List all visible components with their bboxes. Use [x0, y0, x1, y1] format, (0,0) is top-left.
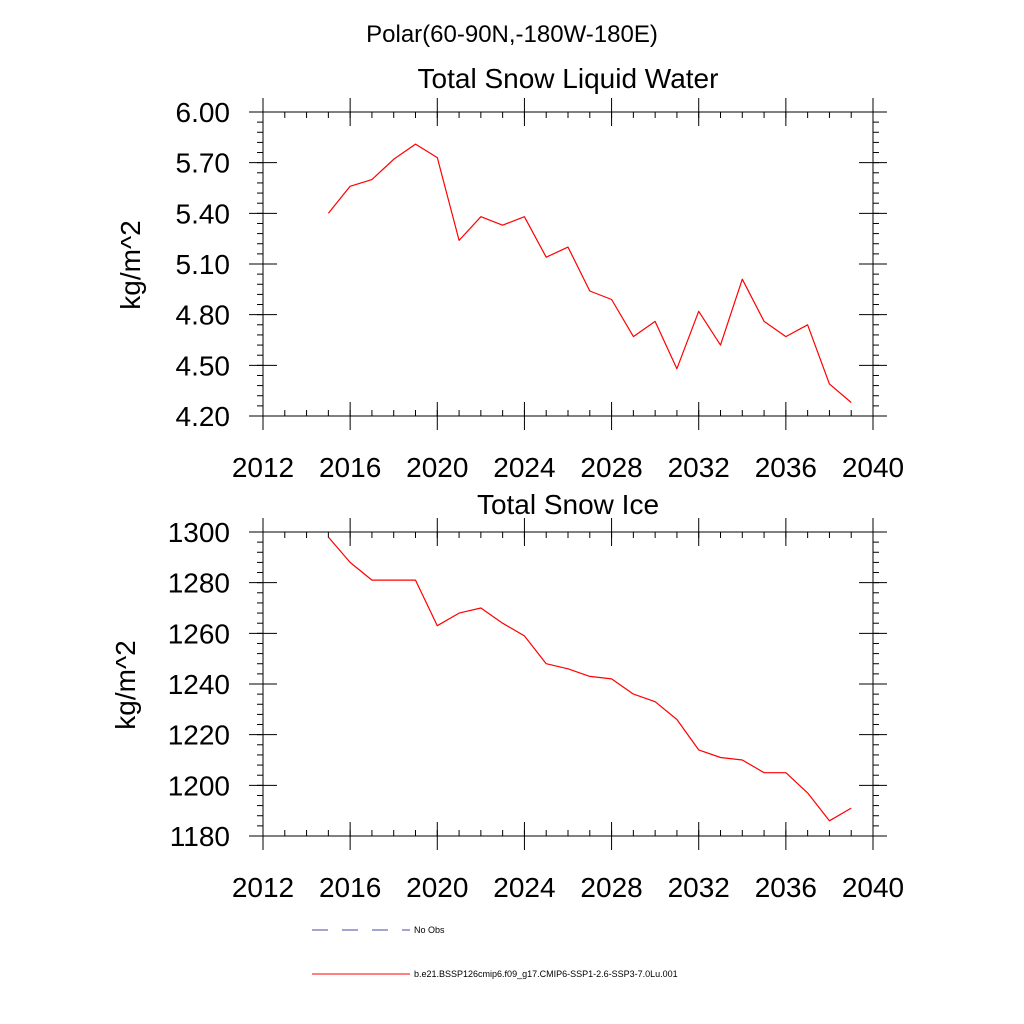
panel-0-y-tick-label: 5.40	[176, 198, 231, 229]
panel-0-y-tick-label: 5.10	[176, 249, 231, 280]
panel-0-x-tick-label: 2028	[580, 452, 642, 483]
panel-0-y-tick-label: 5.70	[176, 148, 231, 179]
panel-1-y-tick-label: 1300	[168, 517, 230, 548]
panel-0-series-0-line	[327, 143, 852, 403]
panel-0-y-tick-label: 4.80	[176, 300, 231, 331]
panel-0-x-tick-label: 2024	[493, 452, 555, 483]
panel-0-y-tick-label: 4.20	[176, 401, 231, 432]
panel-1-x-tick-label: 2040	[842, 872, 904, 903]
panel-1-x-tick-label: 2028	[580, 872, 642, 903]
panel-1-x-tick-label: 2036	[755, 872, 817, 903]
figure-suptitle: Polar(60-90N,-180W-180E)	[366, 21, 658, 48]
panel-1-series-0-line	[327, 536, 852, 822]
panel-1-x-tick-label: 2012	[232, 872, 294, 903]
panel-1-x-tick-label: 2024	[493, 872, 555, 903]
panel-total-snow-liquid-water: Total Snow Liquid Water kg/m^2 2012 2016 2…	[115, 63, 904, 483]
panel-1-title: Total Snow Ice	[477, 489, 659, 520]
panel-1-frame	[262, 531, 874, 837]
panel-1-y-tick-label: 1200	[168, 770, 230, 801]
legend-no-obs-label: No Obs	[414, 925, 445, 935]
panel-0-x-tick-label: 2020	[406, 452, 468, 483]
panel-1-y-tick-label: 1220	[168, 720, 230, 751]
panel-1-x-tick-label: 2032	[668, 872, 730, 903]
panel-0-x-tick-label: 2016	[319, 452, 381, 483]
panel-1-y-tick-label: 1240	[168, 669, 230, 700]
panel-1-y-tick-label: 1280	[168, 568, 230, 599]
legend: No Obs b.e21.BSSP126cmip6.f09_g17.CMIP6-…	[312, 925, 678, 979]
panel-0-y-tick-label: 4.50	[176, 350, 231, 381]
panel-0-ylabel: kg/m^2	[115, 220, 146, 309]
panel-0-x-tick-label: 2012	[232, 452, 294, 483]
panel-0-x-tick-label: 2032	[668, 452, 730, 483]
panel-0-title: Total Snow Liquid Water	[418, 63, 719, 94]
panel-1-ylabel: kg/m^2	[110, 640, 141, 729]
panel-1-x-tick-label: 2016	[319, 872, 381, 903]
panel-1-y-tick-label: 1260	[168, 618, 230, 649]
legend-model-label: b.e21.BSSP126cmip6.f09_g17.CMIP6-SSP1-2.…	[414, 969, 678, 979]
panel-0-frame	[262, 111, 874, 417]
panel-0-y-tick-label: 6.00	[176, 97, 231, 128]
panel-0-x-tick-label: 2040	[842, 452, 904, 483]
panel-1-x-tick-label: 2020	[406, 872, 468, 903]
panel-total-snow-ice: Total Snow Ice kg/m^2 2012 2016 2020 2024 20…	[110, 489, 904, 903]
panel-0-x-tick-label: 2036	[755, 452, 817, 483]
panel-1-y-tick-label: 1180	[170, 821, 230, 852]
